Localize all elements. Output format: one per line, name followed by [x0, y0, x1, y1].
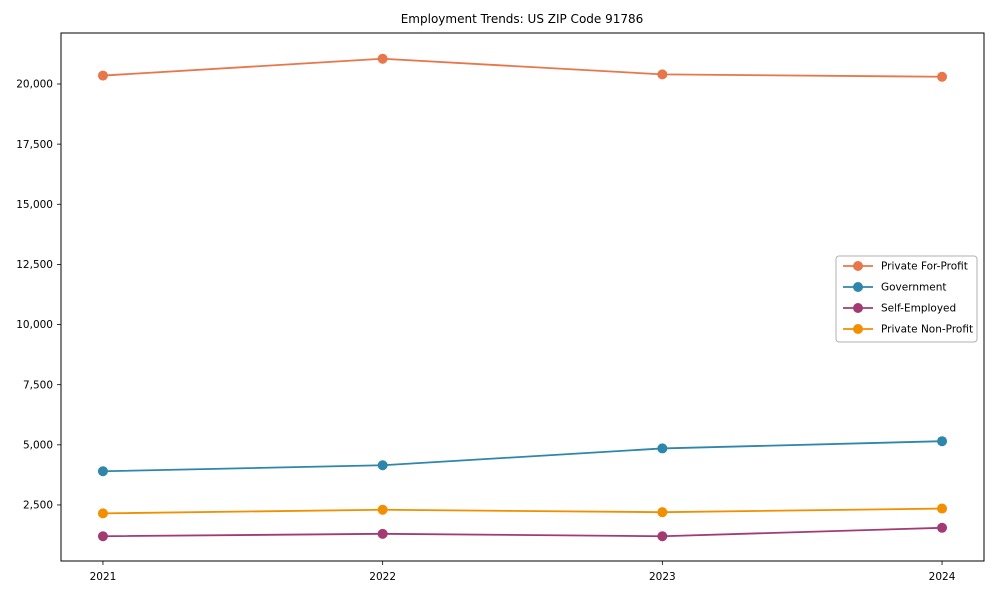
y-tick-label: 5,000	[23, 440, 53, 452]
data-point-government-2023	[657, 443, 668, 454]
legend-marker	[853, 261, 863, 271]
x-tick-label: 2024	[929, 571, 956, 583]
axes-frame	[60, 32, 985, 562]
chart-title: Employment Trends: US ZIP Code 91786	[401, 12, 644, 26]
legend-label: Government	[881, 282, 946, 294]
legend-label: Private For-Profit	[881, 261, 968, 273]
data-point-private-for-profit-2022	[377, 53, 388, 64]
data-point-self-employed-2024	[937, 522, 948, 533]
x-tick-label: 2023	[649, 571, 676, 583]
legend-entry-private-for-profit: Private For-Profit	[843, 261, 968, 273]
legend-label: Self-Employed	[881, 303, 956, 315]
series-self-employed	[97, 522, 948, 542]
legend-label: Private Non-Profit	[881, 324, 973, 336]
legend-entry-private-non-profit: Private Non-Profit	[843, 324, 973, 336]
y-tick-label: 15,000	[16, 199, 53, 211]
plot-area: 2,500 5,000 7,500 10,000 12,500 15,000 17,500 2…	[16, 32, 985, 583]
data-point-private-non-profit-2024	[937, 503, 948, 514]
y-tick-label: 10,000	[16, 319, 53, 331]
x-axis: 2021 2022 2023 2024	[90, 561, 956, 583]
data-point-private-non-profit-2021	[97, 508, 108, 519]
x-tick-label: 2021	[90, 571, 117, 583]
data-point-government-2024	[937, 436, 948, 447]
y-tick-label: 7,500	[23, 379, 53, 391]
series-private-for-profit	[97, 53, 948, 82]
data-point-self-employed-2023	[657, 531, 668, 542]
legend-entry-self-employed: Self-Employed	[843, 303, 956, 315]
data-point-private-non-profit-2023	[657, 507, 668, 518]
series-government	[97, 436, 948, 477]
series-line-private-non-profit	[102, 507, 943, 515]
data-point-private-non-profit-2022	[377, 504, 388, 515]
y-tick-label: 17,500	[16, 139, 53, 151]
legend-marker	[853, 282, 863, 292]
x-tick-label: 2022	[369, 571, 396, 583]
legend-marker	[853, 303, 863, 313]
data-point-government-2022	[377, 460, 388, 471]
data-point-self-employed-2021	[97, 531, 108, 542]
legend-marker	[853, 324, 863, 334]
y-axis: 2,500 5,000 7,500 10,000 12,500 15,000 17,500 2…	[16, 79, 61, 512]
series-private-non-profit	[97, 503, 948, 519]
data-point-private-for-profit-2021	[97, 70, 108, 81]
y-tick-label: 20,000	[16, 79, 53, 91]
legend-entry-government: Government	[843, 282, 946, 294]
series-line-self-employed	[102, 526, 943, 538]
y-tick-label: 2,500	[23, 500, 53, 512]
data-point-government-2021	[97, 466, 108, 477]
data-point-private-for-profit-2024	[937, 71, 948, 82]
series-line-government	[102, 440, 943, 473]
data-point-self-employed-2022	[377, 528, 388, 539]
legend-box	[835, 255, 978, 343]
y-tick-label: 12,500	[16, 259, 53, 271]
data-point-private-for-profit-2023	[657, 69, 668, 80]
series-line-private-for-profit	[102, 57, 943, 78]
legend: Private For-Profit Government Self-Employe…	[835, 255, 978, 343]
